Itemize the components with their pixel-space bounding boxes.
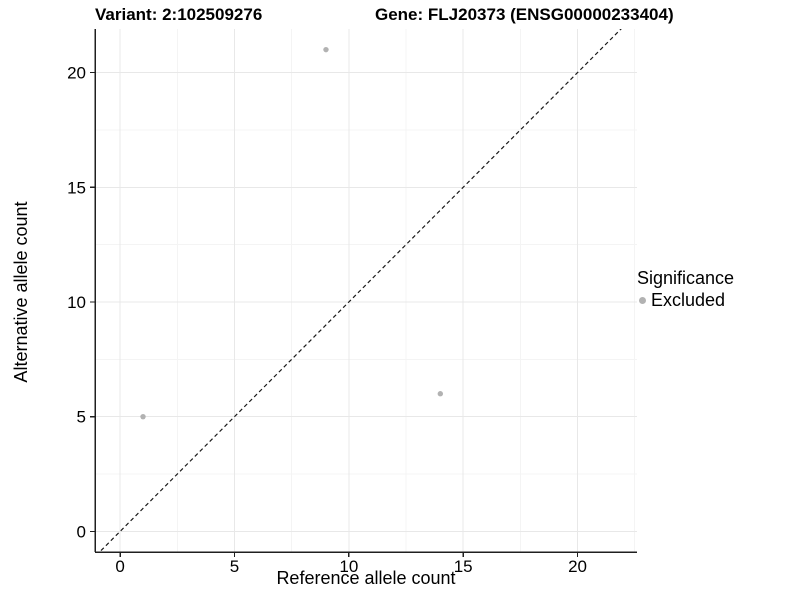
- identity-line: [98, 29, 622, 552]
- data-point: [323, 46, 329, 53]
- legend-item-excluded: Excluded: [637, 290, 734, 310]
- y-tick-label: 15: [67, 178, 86, 197]
- variant-title: Variant: 2:102509276: [95, 5, 263, 24]
- x-axis-label: Reference allele count: [276, 568, 456, 588]
- legend-title: Significance: [637, 268, 735, 288]
- data-point: [437, 391, 444, 397]
- y-tick-label: 20: [67, 64, 86, 83]
- y-tick-label: 10: [67, 293, 86, 312]
- legend-dot-icon: [639, 296, 646, 304]
- y-axis-label: Alternative allele count: [11, 201, 31, 383]
- x-tick-label: 15: [454, 557, 473, 576]
- x-tick-label: 5: [230, 557, 239, 576]
- y-tick-label: 5: [77, 408, 86, 427]
- x-tick-label: 10: [339, 557, 358, 576]
- legend-item-label: Excluded: [651, 290, 726, 310]
- legend: Significance Excluded: [637, 268, 734, 310]
- x-tick-label: 20: [568, 557, 587, 576]
- y-tick-label: 0: [77, 522, 86, 541]
- x-tick-label: 0: [115, 557, 124, 576]
- data-point: [140, 413, 146, 420]
- gene-title: Gene: FLJ20373 (ENSG00000233404): [375, 5, 674, 24]
